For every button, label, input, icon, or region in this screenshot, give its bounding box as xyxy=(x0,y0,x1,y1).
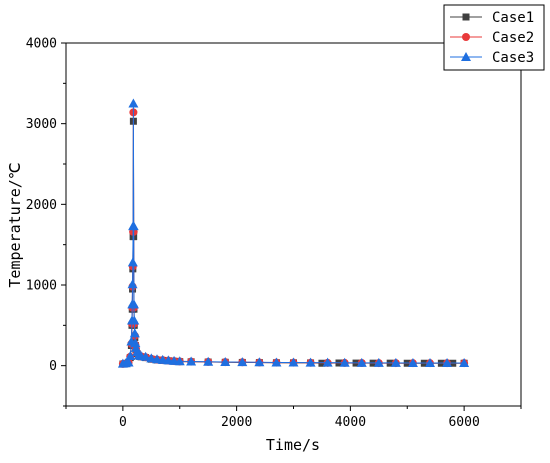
legend-marker xyxy=(462,33,470,41)
y-axis-title: Temperature/℃ xyxy=(6,162,24,287)
data-point xyxy=(125,350,136,360)
series-case1 xyxy=(119,117,468,368)
data-point xyxy=(174,356,185,366)
legend-label: Case3 xyxy=(492,50,534,66)
data-point xyxy=(129,315,140,325)
data-point xyxy=(322,357,333,367)
data-point xyxy=(128,299,139,309)
y-tick-label: 1000 xyxy=(26,279,57,294)
ticks-layer: 0 2000 4000 6000 0 1000 2000 3000 4000 xyxy=(26,37,522,430)
y-tick-label: 2000 xyxy=(26,198,57,213)
legend-marker xyxy=(461,52,471,61)
x-tick-label: 2000 xyxy=(221,415,252,430)
series-case2 xyxy=(118,108,469,368)
data-point xyxy=(237,357,248,367)
series-layer xyxy=(117,98,470,368)
data-point xyxy=(271,357,282,367)
legend: Case1 Case2 Case3 xyxy=(443,4,545,71)
series-line xyxy=(122,121,465,365)
y-tick-label: 3000 xyxy=(26,117,57,132)
x-tick-label: 0 xyxy=(119,415,127,430)
y-tick-label: 4000 xyxy=(26,37,57,52)
legend-marker xyxy=(462,13,470,21)
legend-label: Case2 xyxy=(492,30,534,46)
series-line xyxy=(122,103,465,365)
data-point xyxy=(220,356,231,366)
data-point xyxy=(203,356,214,366)
data-point xyxy=(140,351,151,361)
x-tick-label: 4000 xyxy=(335,415,366,430)
data-point xyxy=(425,358,435,368)
data-point xyxy=(123,357,134,367)
data-point xyxy=(305,357,316,367)
data-point xyxy=(407,358,418,368)
data-point xyxy=(128,221,139,231)
data-point xyxy=(356,357,367,367)
data-point xyxy=(127,257,138,267)
data-point xyxy=(129,328,140,338)
y-tick-label: 0 xyxy=(49,359,57,374)
data-point xyxy=(128,98,139,108)
data-point xyxy=(339,357,350,367)
data-point xyxy=(127,279,138,289)
data-point xyxy=(373,357,384,367)
series-line xyxy=(122,112,465,365)
data-point xyxy=(186,356,197,366)
data-point xyxy=(390,357,401,367)
data-point xyxy=(459,358,470,368)
x-tick-label: 6000 xyxy=(448,415,479,430)
data-point xyxy=(288,357,299,367)
data-point xyxy=(130,338,141,348)
data-point xyxy=(254,357,265,367)
legend-label: Case1 xyxy=(492,10,534,26)
x-axis-title: Time/s xyxy=(266,436,320,454)
series-case3 xyxy=(117,98,470,368)
data-point xyxy=(442,358,453,368)
